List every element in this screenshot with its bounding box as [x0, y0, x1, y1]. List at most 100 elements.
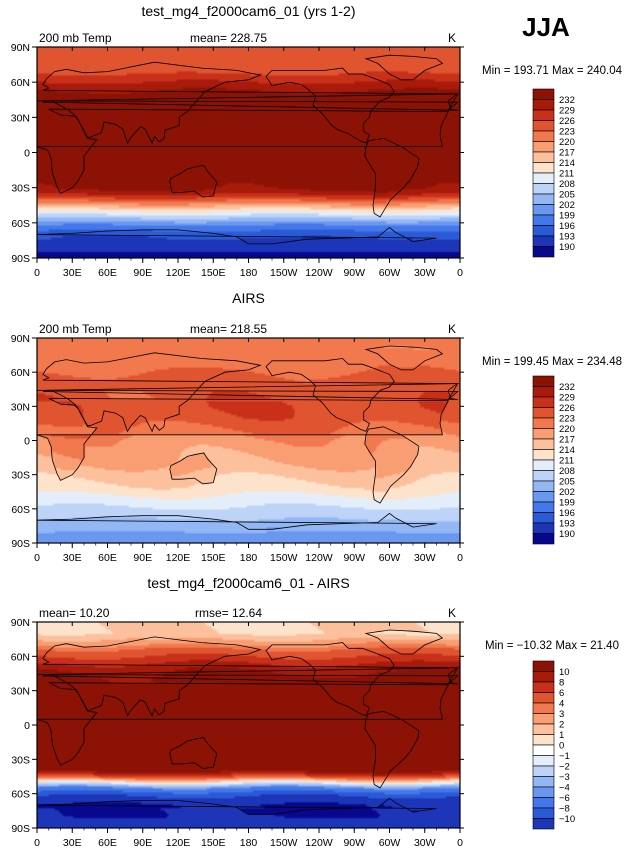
colorbar-band	[532, 375, 555, 387]
colorbar-label: 232	[559, 382, 575, 393]
x-tick-label: 150W	[270, 552, 298, 564]
x-tick-label: 120W	[305, 552, 333, 564]
y-tick-label: 60N	[11, 651, 30, 663]
colorbar-label: 223	[559, 127, 575, 138]
colorbar-label: −1	[559, 751, 570, 762]
colorbar-label: 226	[559, 403, 575, 414]
x-tick-label: 120E	[166, 552, 191, 564]
colorbar-label: 2	[559, 720, 564, 731]
x-tick-label: 180	[240, 267, 258, 279]
colorbar-band	[532, 501, 555, 513]
y-tick-label: 0	[24, 720, 30, 732]
panel-units-label: K	[448, 322, 456, 336]
y-tick-label: 0	[24, 148, 30, 160]
x-tick-label: 60E	[98, 552, 117, 564]
colorbar-band	[532, 671, 555, 683]
x-tick-label: 60W	[379, 552, 401, 564]
y-tick-label: 30S	[11, 183, 30, 195]
colorbar-label: 1	[559, 730, 564, 741]
colorbar-label: 205	[559, 477, 575, 488]
x-tick-label: 0	[457, 552, 463, 564]
colorbar-label: −2	[559, 762, 570, 773]
colorbar-label: 196	[559, 508, 575, 519]
colorbar-label: 3	[559, 709, 564, 720]
heatmap-field	[37, 47, 460, 258]
season-label: JJA	[522, 12, 570, 42]
coastline-4	[169, 452, 218, 485]
coastline-3	[364, 710, 420, 789]
colorbar-label: 4	[559, 699, 564, 710]
x-tick-label: 30E	[63, 837, 82, 849]
colorbar-label: 190	[559, 242, 575, 253]
coastline-0	[36, 61, 459, 145]
colorbar-band	[532, 660, 555, 672]
panel-center-label: rmse= 12.64	[195, 606, 262, 620]
x-tick-label: 180	[240, 837, 258, 849]
y-tick-label: 0	[24, 436, 30, 448]
coastline-0	[36, 636, 459, 717]
x-tick-label: 0	[457, 837, 463, 849]
colorbar-band	[532, 130, 555, 142]
colorbar-band	[532, 438, 555, 450]
panel-left-label: mean= 10.20	[39, 606, 110, 620]
colorbar-band	[532, 533, 555, 545]
coastline-4	[169, 737, 218, 769]
coastline-0	[36, 352, 459, 433]
panel-left-label: 200 mb Temp	[39, 31, 112, 45]
x-tick-label: 0	[34, 837, 40, 849]
y-tick-label: 60S	[11, 504, 30, 516]
y-tick-label: 90N	[11, 42, 30, 54]
colorbar-band	[532, 88, 555, 100]
colorbar-band	[532, 765, 555, 777]
coastline-1	[36, 108, 449, 195]
colorbar-band	[532, 172, 555, 184]
x-tick-label: 150E	[201, 267, 226, 279]
colorbar-band	[532, 776, 555, 788]
colorbar-label: 196	[559, 221, 575, 232]
colorbar-label: 193	[559, 232, 575, 243]
coastline-6	[36, 512, 437, 530]
panel-center-label: mean= 228.75	[190, 31, 267, 45]
x-tick-label: 30E	[63, 267, 82, 279]
colorbar-band	[532, 512, 555, 524]
colorbar-label: 6	[559, 688, 564, 699]
y-tick-label: 90N	[11, 617, 30, 629]
x-tick-label: 90E	[133, 552, 152, 564]
colorbar-label: −4	[559, 783, 570, 794]
colorbar-label: 217	[559, 148, 575, 159]
x-tick-label: 90E	[133, 267, 152, 279]
colorbar-label: 0	[559, 741, 564, 752]
colorbar-band	[532, 818, 555, 830]
colorbar-band	[532, 734, 555, 746]
y-tick-label: 90N	[11, 333, 30, 345]
colorbar-band	[532, 151, 555, 163]
colorbar-band	[532, 786, 555, 798]
colorbar-band	[532, 428, 555, 440]
coastline-4	[169, 164, 218, 198]
colorbar-label: 205	[559, 190, 575, 201]
x-tick-label: 120W	[305, 267, 333, 279]
panel-title: AIRS	[232, 290, 265, 306]
colorbar-band	[532, 141, 555, 153]
y-tick-label: 60N	[11, 367, 30, 379]
colorbar-label: 202	[559, 487, 575, 498]
colorbar-band	[532, 407, 555, 419]
x-tick-label: 0	[34, 552, 40, 564]
colorbar-band	[532, 183, 555, 195]
colorbar-label: 202	[559, 200, 575, 211]
colorbar-label: −10	[559, 814, 575, 825]
min-max-label: Min = −10.32 Max = 21.40	[485, 640, 619, 652]
colorbar-band	[532, 713, 555, 725]
colorbar-band	[532, 386, 555, 398]
x-tick-label: 30W	[414, 552, 436, 564]
colorbar-band	[532, 449, 555, 461]
colorbar-band	[532, 692, 555, 704]
colorbar-label: 229	[559, 106, 575, 117]
heatmap-field	[37, 622, 460, 828]
colorbar-band	[532, 417, 555, 429]
colorbar-band	[532, 681, 555, 693]
coastline-1	[36, 682, 449, 766]
colorbar-label: 220	[559, 424, 575, 435]
colorbar-label: 223	[559, 414, 575, 425]
coastline-2	[265, 358, 395, 432]
